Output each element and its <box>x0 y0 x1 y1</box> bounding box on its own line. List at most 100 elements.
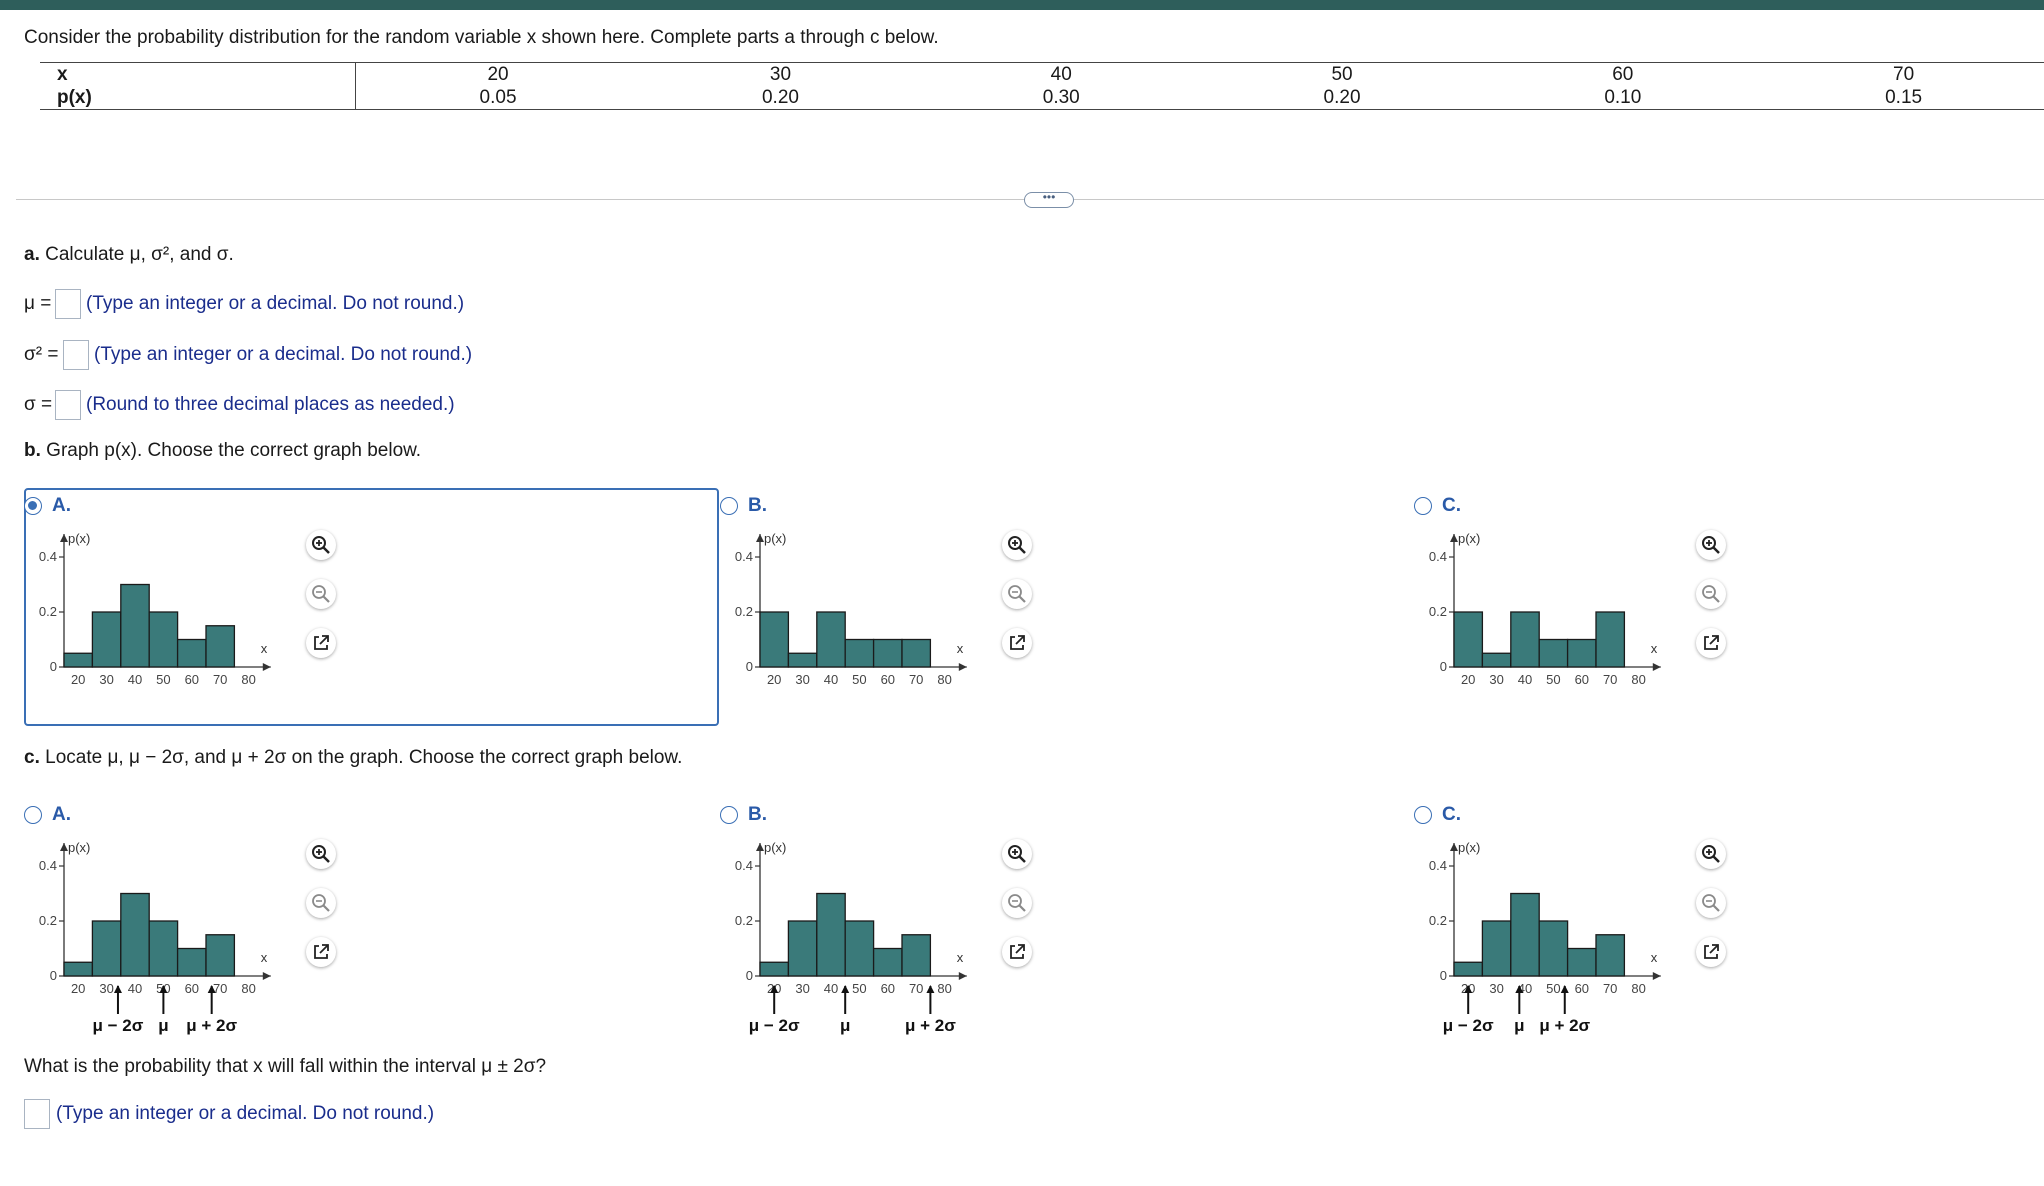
zoom-in-icon[interactable] <box>1002 839 1032 869</box>
y-axis-arrow <box>1450 843 1458 851</box>
bar <box>1510 611 1540 668</box>
open-window-icon[interactable] <box>1696 628 1726 658</box>
y-axis-label: p(x) <box>68 531 90 546</box>
marker-label: μ + 2σ <box>905 1016 956 1035</box>
y-tick-label: 0.2 <box>1429 913 1447 928</box>
marker-label: μ + 2σ <box>186 1016 237 1035</box>
marker-arrow-head <box>841 985 850 993</box>
y-tick-label: 0.4 <box>39 549 57 564</box>
bar <box>1510 892 1540 977</box>
y-axis-arrow <box>756 843 764 851</box>
bar <box>901 638 932 668</box>
open-window-icon[interactable] <box>1002 628 1032 658</box>
bar <box>759 961 790 977</box>
part-b-option-b-radio[interactable] <box>720 497 738 515</box>
y-tick-label: 0 <box>746 968 753 983</box>
x-tick-label: 40 <box>824 981 838 996</box>
bar <box>872 638 903 668</box>
part-b-option-b-chart: p(x) x 0.4 0.2 0 20 30 40 50 60 70 80 <box>735 531 967 687</box>
part-c-option-label[interactable]: C. <box>1442 804 1461 825</box>
x-tick-label: 70 <box>213 672 227 687</box>
sd-label: σ = <box>24 394 53 415</box>
part-b-option-a-radio[interactable] <box>24 497 42 515</box>
top-bar <box>0 0 2044 10</box>
open-window-icon[interactable] <box>306 937 336 967</box>
y-axis-label: p(x) <box>764 531 786 546</box>
x-tick-label: 60 <box>185 672 199 687</box>
zoom-out-icon[interactable] <box>1696 888 1726 918</box>
bar <box>872 947 903 977</box>
part-a-prompt: a. Calculate μ, σ², and σ. <box>24 244 234 266</box>
x-axis-label: x <box>1651 641 1658 656</box>
sd-input[interactable] <box>55 390 81 420</box>
part-c-text: Locate μ, μ − 2σ, and μ + 2σ on the grap… <box>45 747 683 768</box>
x-tick-label: 80 <box>1631 672 1645 687</box>
part-c-option-b-radio[interactable] <box>720 806 738 824</box>
x-tick-label: 50 <box>1546 672 1560 687</box>
x-tick-label: 40 <box>128 672 142 687</box>
part-b-label: b. <box>24 440 41 461</box>
y-tick-label: 0 <box>1440 968 1447 983</box>
part-b-option-c-radio[interactable] <box>1414 497 1432 515</box>
zoom-in-icon[interactable] <box>1696 839 1726 869</box>
y-tick-label: 0.2 <box>39 604 57 619</box>
marker-label: μ <box>158 1016 168 1035</box>
marker-arrow-head <box>1515 985 1524 993</box>
variance-label: σ² = <box>24 344 59 365</box>
zoom-out-icon[interactable] <box>306 579 336 609</box>
part-b-option-label[interactable]: A. <box>52 495 71 516</box>
marker-label: μ <box>1514 1016 1524 1035</box>
part-c-option-label[interactable]: A. <box>52 804 71 825</box>
x-axis-label: x <box>261 950 268 965</box>
part-b-option-label[interactable]: B. <box>748 495 767 516</box>
x-tick-label: 40 <box>1518 672 1532 687</box>
open-window-icon[interactable] <box>1002 937 1032 967</box>
more-button[interactable]: ••• <box>1024 191 1074 208</box>
part-c-option-c-radio[interactable] <box>1414 806 1432 824</box>
open-window-icon[interactable] <box>1696 937 1726 967</box>
y-tick-label: 0.4 <box>39 858 57 873</box>
zoom-out-icon[interactable] <box>1696 579 1726 609</box>
x-tick-label: 40 <box>824 672 838 687</box>
x-tick-label: 80 <box>937 981 951 996</box>
y-axis-label: p(x) <box>1458 531 1480 546</box>
table-cell: 40 <box>1050 63 1072 85</box>
mu-input[interactable] <box>55 289 81 319</box>
part-b-text: Graph p(x). Choose the correct graph bel… <box>46 440 422 461</box>
part-c-option-label[interactable]: B. <box>748 804 767 825</box>
zoom-out-icon[interactable] <box>1002 888 1032 918</box>
bar <box>1595 611 1626 668</box>
bar <box>176 638 207 668</box>
zoom-in-icon[interactable] <box>1002 530 1032 560</box>
bar <box>120 583 150 668</box>
final-answer-input[interactable] <box>24 1099 50 1129</box>
part-b-option-label[interactable]: C. <box>1442 495 1461 516</box>
x-tick-label: 60 <box>1575 672 1589 687</box>
x-tick-label: 50 <box>156 672 170 687</box>
zoom-in-icon[interactable] <box>306 530 336 560</box>
x-tick-label: 50 <box>1546 981 1560 996</box>
zoom-in-icon[interactable] <box>306 839 336 869</box>
part-c-option-a-radio[interactable] <box>24 806 42 824</box>
x-tick-label: 20 <box>71 672 85 687</box>
bar <box>1538 920 1569 977</box>
marker-arrow-head <box>926 985 935 993</box>
bar <box>176 947 207 977</box>
x-tick-label: 50 <box>852 672 866 687</box>
zoom-out-icon[interactable] <box>306 888 336 918</box>
x-tick-label: 40 <box>128 981 142 996</box>
y-tick-label: 0 <box>1440 659 1447 674</box>
x-tick-label: 70 <box>909 672 923 687</box>
marker-arrow-head <box>1464 985 1473 993</box>
bar <box>148 920 179 977</box>
bar <box>1453 961 1484 977</box>
x-tick-label: 20 <box>767 672 781 687</box>
bar <box>1481 652 1512 668</box>
variance-hint: (Type an integer or a decimal. Do not ro… <box>94 344 473 365</box>
zoom-out-icon[interactable] <box>1002 579 1032 609</box>
variance-input[interactable] <box>63 340 89 370</box>
x-axis-arrow <box>958 663 967 671</box>
zoom-in-icon[interactable] <box>1696 530 1726 560</box>
open-window-icon[interactable] <box>306 628 336 658</box>
